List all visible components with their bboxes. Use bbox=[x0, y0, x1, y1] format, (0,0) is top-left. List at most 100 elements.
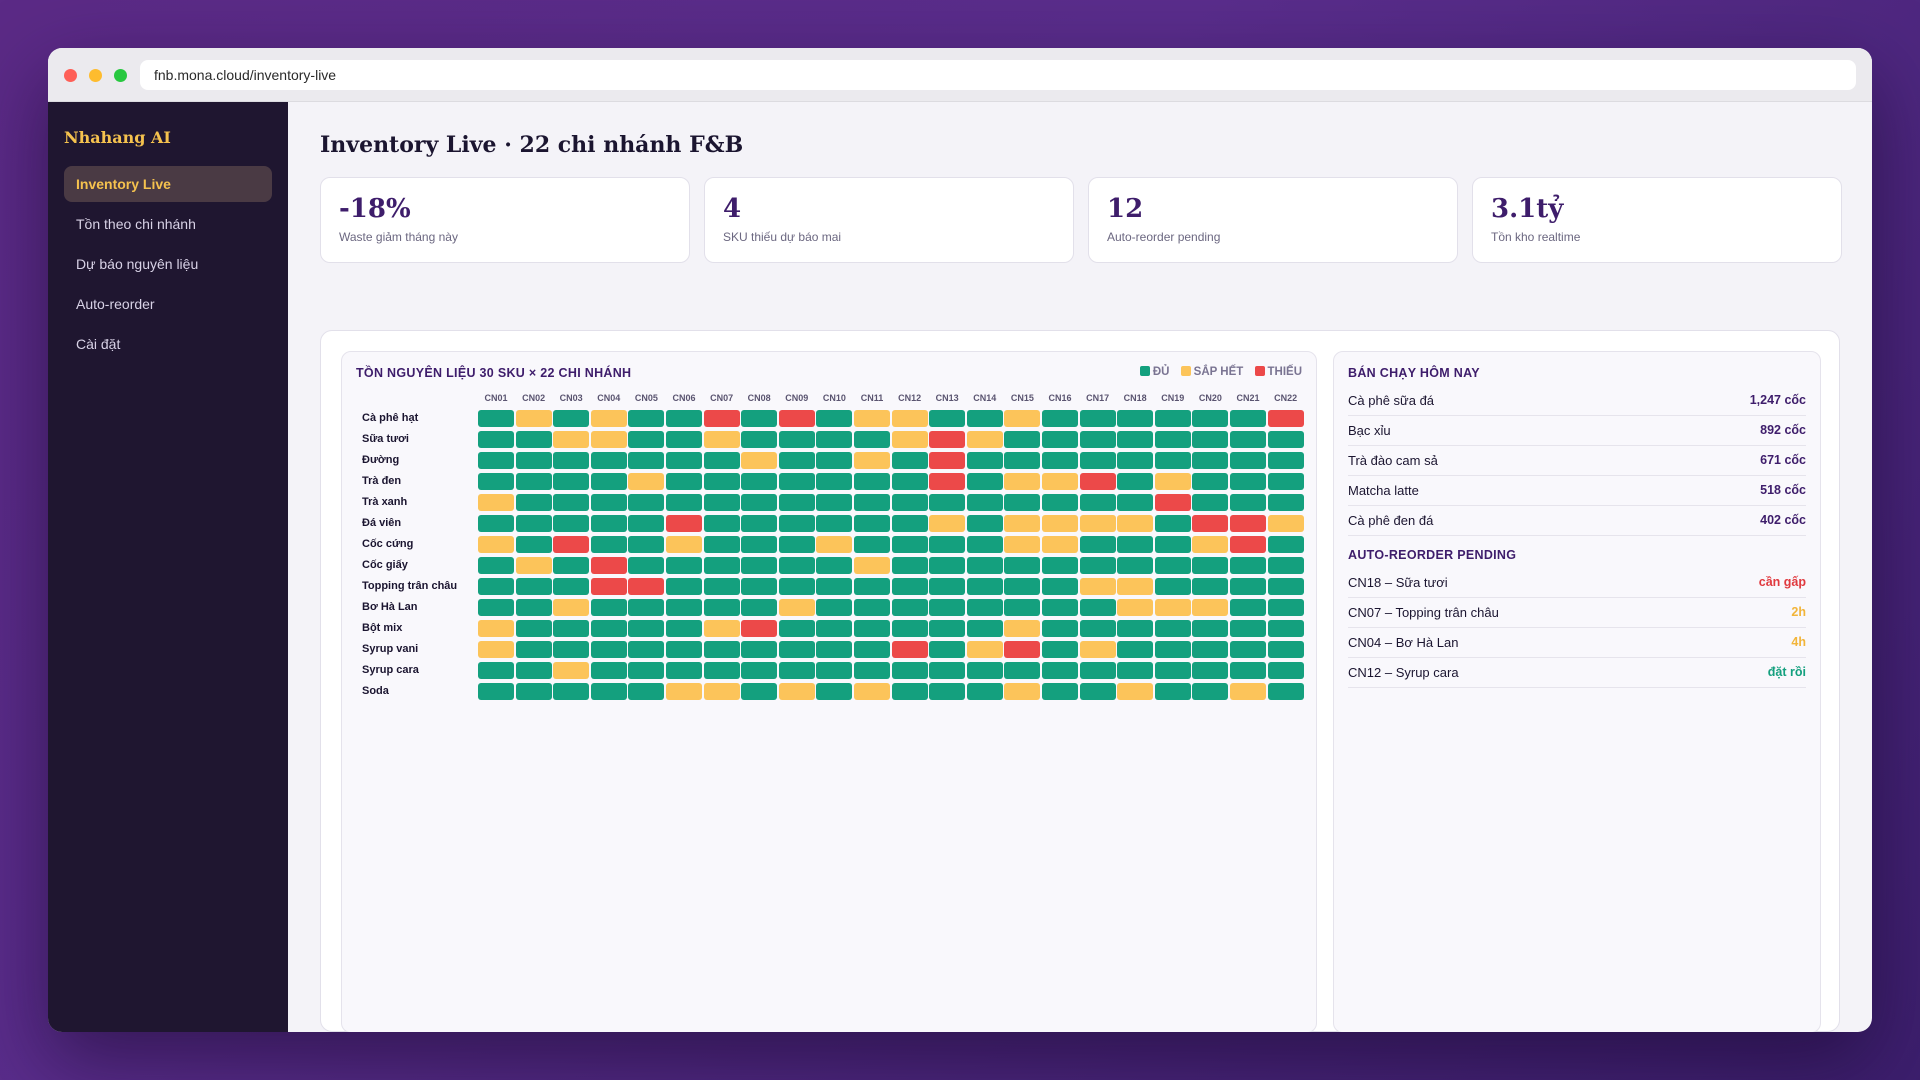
heatmap-cell[interactable] bbox=[741, 494, 778, 511]
heatmap-cell[interactable] bbox=[741, 452, 778, 469]
heatmap-cell[interactable] bbox=[854, 683, 890, 700]
heatmap-cell[interactable] bbox=[515, 578, 552, 595]
heatmap-cell[interactable] bbox=[854, 494, 890, 511]
heatmap-cell[interactable] bbox=[478, 452, 514, 469]
sidebar-item-forecast[interactable]: Dự báo nguyên liệu bbox=[76, 256, 199, 272]
heatmap-cell[interactable] bbox=[1267, 452, 1304, 469]
heatmap-cell[interactable] bbox=[816, 662, 853, 679]
best-seller-row[interactable]: Bạc xỉu 892 cốc bbox=[1348, 416, 1806, 446]
heatmap-cell[interactable] bbox=[966, 473, 1003, 490]
heatmap-cell[interactable] bbox=[1230, 515, 1266, 532]
heatmap-cell[interactable] bbox=[1230, 473, 1266, 490]
heatmap-cell[interactable] bbox=[1004, 473, 1041, 490]
heatmap-cell[interactable] bbox=[1154, 578, 1191, 595]
heatmap-cell[interactable] bbox=[966, 578, 1003, 595]
heatmap-cell[interactable] bbox=[1230, 578, 1266, 595]
heatmap-cell[interactable] bbox=[590, 515, 627, 532]
heatmap-cell[interactable] bbox=[628, 662, 665, 679]
heatmap-cell[interactable] bbox=[666, 641, 702, 658]
heatmap-cell[interactable] bbox=[515, 662, 552, 679]
heatmap-cell[interactable] bbox=[741, 536, 778, 553]
heatmap-cell[interactable] bbox=[590, 431, 627, 448]
heatmap-cell[interactable] bbox=[1230, 536, 1266, 553]
heatmap-cell[interactable] bbox=[929, 578, 966, 595]
maximize-window-button[interactable] bbox=[114, 69, 127, 82]
heatmap-cell[interactable] bbox=[553, 494, 590, 511]
heatmap-cell[interactable] bbox=[703, 578, 740, 595]
heatmap-cell[interactable] bbox=[1117, 410, 1154, 427]
heatmap-cell[interactable] bbox=[929, 431, 966, 448]
heatmap-cell[interactable] bbox=[553, 620, 590, 637]
heatmap-cell[interactable] bbox=[666, 494, 702, 511]
heatmap-cell[interactable] bbox=[666, 662, 702, 679]
heatmap-cell[interactable] bbox=[1079, 641, 1116, 658]
heatmap-cell[interactable] bbox=[854, 662, 890, 679]
reorder-row[interactable]: CN12 – Syrup cara đặt rồi bbox=[1348, 658, 1806, 688]
heatmap-cell[interactable] bbox=[929, 620, 966, 637]
heatmap-cell[interactable] bbox=[966, 410, 1003, 427]
heatmap-cell[interactable] bbox=[966, 641, 1003, 658]
heatmap-cell[interactable] bbox=[929, 557, 966, 574]
heatmap-cell[interactable] bbox=[1154, 599, 1191, 616]
heatmap-cell[interactable] bbox=[741, 473, 778, 490]
heatmap-cell[interactable] bbox=[1042, 683, 1078, 700]
heatmap-cell[interactable] bbox=[1230, 431, 1266, 448]
heatmap-cell[interactable] bbox=[703, 494, 740, 511]
heatmap-cell[interactable] bbox=[1192, 599, 1229, 616]
heatmap-cell[interactable] bbox=[478, 473, 514, 490]
heatmap-cell[interactable] bbox=[1117, 494, 1154, 511]
heatmap-cell[interactable] bbox=[553, 641, 590, 658]
heatmap-cell[interactable] bbox=[1079, 662, 1116, 679]
heatmap-cell[interactable] bbox=[666, 536, 702, 553]
heatmap-cell[interactable] bbox=[1117, 431, 1154, 448]
heatmap-cell[interactable] bbox=[741, 431, 778, 448]
heatmap-cell[interactable] bbox=[778, 515, 815, 532]
heatmap-cell[interactable] bbox=[854, 515, 890, 532]
heatmap-cell[interactable] bbox=[741, 683, 778, 700]
heatmap-cell[interactable] bbox=[778, 599, 815, 616]
heatmap-cell[interactable] bbox=[590, 641, 627, 658]
heatmap-cell[interactable] bbox=[515, 410, 552, 427]
sidebar-item-inventory-live[interactable]: Inventory Live bbox=[64, 166, 272, 202]
heatmap-cell[interactable] bbox=[1004, 410, 1041, 427]
heatmap-cell[interactable] bbox=[929, 641, 966, 658]
heatmap-cell[interactable] bbox=[1230, 620, 1266, 637]
heatmap-cell[interactable] bbox=[741, 620, 778, 637]
heatmap-cell[interactable] bbox=[515, 620, 552, 637]
heatmap-cell[interactable] bbox=[816, 557, 853, 574]
heatmap-cell[interactable] bbox=[1042, 641, 1078, 658]
heatmap-cell[interactable] bbox=[666, 620, 702, 637]
heatmap-cell[interactable] bbox=[1267, 620, 1304, 637]
heatmap-cell[interactable] bbox=[966, 662, 1003, 679]
heatmap-cell[interactable] bbox=[590, 620, 627, 637]
heatmap-cell[interactable] bbox=[590, 662, 627, 679]
heatmap-cell[interactable] bbox=[590, 494, 627, 511]
heatmap-cell[interactable] bbox=[854, 599, 890, 616]
heatmap-cell[interactable] bbox=[1004, 515, 1041, 532]
heatmap-cell[interactable] bbox=[929, 452, 966, 469]
heatmap-cell[interactable] bbox=[515, 683, 552, 700]
heatmap-cell[interactable] bbox=[478, 620, 514, 637]
heatmap-cell[interactable] bbox=[553, 515, 590, 532]
heatmap-cell[interactable] bbox=[1154, 494, 1191, 511]
heatmap-cell[interactable] bbox=[854, 431, 890, 448]
heatmap-cell[interactable] bbox=[478, 494, 514, 511]
heatmap-cell[interactable] bbox=[553, 431, 590, 448]
reorder-row[interactable]: CN04 – Bơ Hà Lan 4h bbox=[1348, 628, 1806, 658]
heatmap-cell[interactable] bbox=[628, 620, 665, 637]
heatmap-cell[interactable] bbox=[703, 620, 740, 637]
heatmap-cell[interactable] bbox=[1079, 494, 1116, 511]
heatmap-cell[interactable] bbox=[1004, 599, 1041, 616]
heatmap-cell[interactable] bbox=[553, 683, 590, 700]
reorder-row[interactable]: CN18 – Sữa tươi cần gấp bbox=[1348, 568, 1806, 598]
heatmap-cell[interactable] bbox=[703, 557, 740, 574]
heatmap-cell[interactable] bbox=[553, 557, 590, 574]
heatmap-cell[interactable] bbox=[478, 536, 514, 553]
heatmap-cell[interactable] bbox=[1042, 494, 1078, 511]
heatmap-cell[interactable] bbox=[1004, 683, 1041, 700]
heatmap-cell[interactable] bbox=[666, 473, 702, 490]
heatmap-cell[interactable] bbox=[929, 473, 966, 490]
heatmap-cell[interactable] bbox=[929, 515, 966, 532]
heatmap-cell[interactable] bbox=[966, 515, 1003, 532]
heatmap-cell[interactable] bbox=[1004, 557, 1041, 574]
